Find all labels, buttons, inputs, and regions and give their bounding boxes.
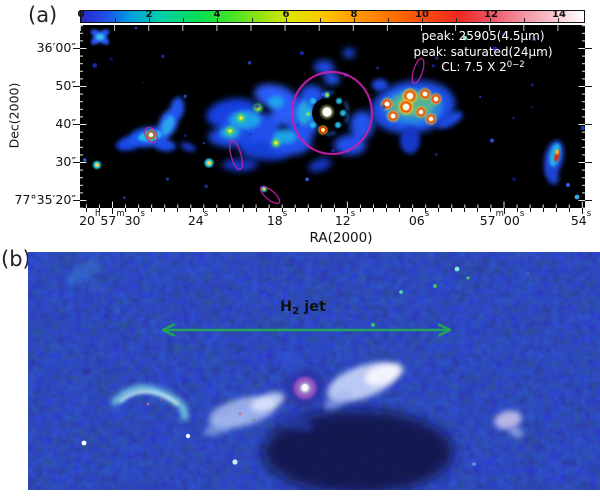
ra-tick-label: 18s (266, 209, 288, 229)
dec-tick-label: 36′00″ (36, 40, 76, 55)
dec-tick-label: 40″ (55, 116, 76, 131)
inner-axis-ticks (80, 25, 585, 209)
colorbar-tick-label: 12 (484, 9, 498, 20)
ra-tick-label: 20h57m30s (79, 209, 145, 229)
field-stars (83, 26, 585, 200)
colorbar-tick-label: 10 (415, 9, 429, 20)
dark-patch (263, 410, 453, 494)
ra-tick-label: 24s (187, 209, 209, 229)
dec-tick-label: 77°35′20″ (14, 192, 76, 207)
contour-ellipses (144, 57, 425, 205)
panel-a-map (80, 25, 585, 209)
panel-b-image (28, 252, 600, 494)
ra-tick-label: 12s (334, 209, 356, 229)
dec-tick-label: 30″ (55, 154, 76, 169)
colorbar-tick-label: 4 (213, 9, 221, 20)
panel-b-label: (b) (1, 247, 31, 271)
panel-b-features (65, 259, 570, 466)
ra-axis-title: RA(2000) (309, 230, 373, 246)
panel-b-composite (28, 252, 600, 494)
colorbar-tick-label: 0 (77, 9, 85, 20)
ra-tick-label: 57m00s (479, 209, 525, 229)
panel-a-annotations: peak: 25905(4.5μm) peak: saturated(24μm)… (383, 29, 583, 78)
colorbar-tick-label: 2 (145, 9, 153, 20)
colorbar: 0 2 4 6 8 10 12 14 (77, 9, 585, 23)
colorbar-tick-label: 8 (350, 9, 358, 20)
ra-tick-label: 54s (570, 209, 592, 229)
peak-24um-annotation: peak: saturated(24μm) (413, 44, 553, 59)
dec-tick-label: 50″ (55, 78, 76, 93)
central-source (320, 105, 334, 119)
peak-45um-annotation: peak: 25905(4.5μm) (421, 29, 545, 43)
h2-jet-annotation: H2 jet (280, 299, 326, 317)
panel-a-image (80, 25, 585, 209)
ra-tick-label: 06s (408, 209, 430, 229)
jet-extent-arrow (161, 323, 452, 337)
contour-level-annotation: CL: 7.5 X 20−2 (441, 60, 525, 74)
colorbar-tick-label: 6 (282, 9, 290, 20)
panel-a-label: (a) (28, 3, 58, 27)
colorbar-tick-label: 14 (552, 9, 566, 20)
